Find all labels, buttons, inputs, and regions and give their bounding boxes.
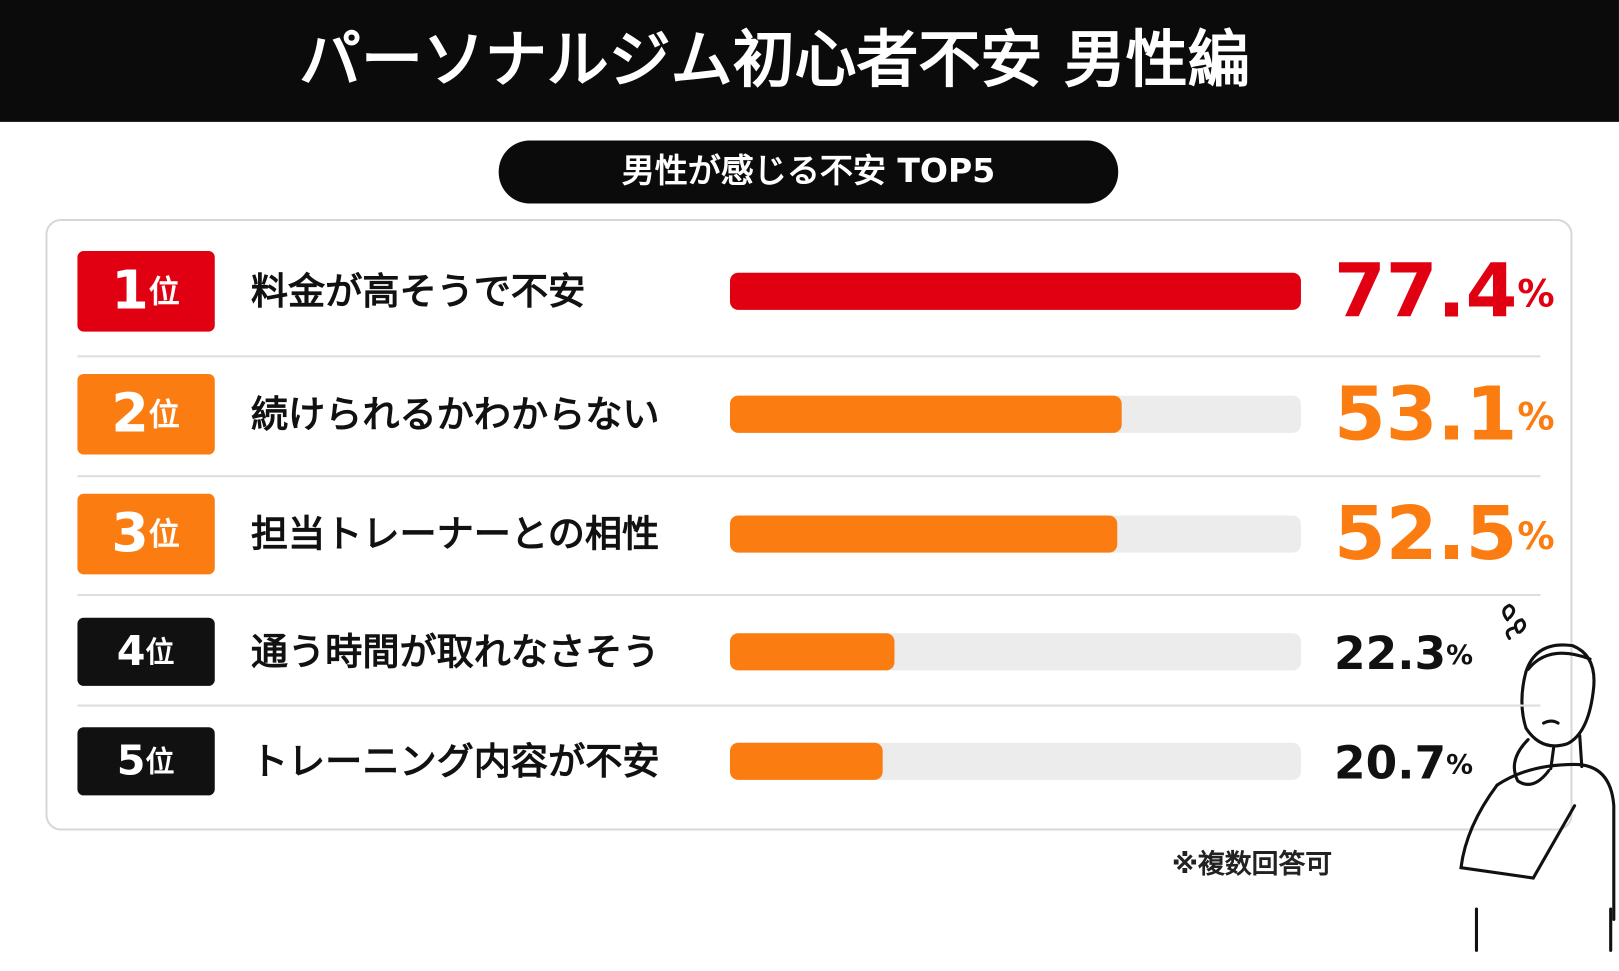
header-bar bbox=[0, 0, 1619, 122]
bar bbox=[729, 515, 1118, 553]
rank-label: 5位 bbox=[117, 736, 175, 784]
value-label: 20.7% bbox=[1334, 736, 1473, 789]
value-label: 22.3% bbox=[1334, 626, 1473, 679]
rank-badge bbox=[77, 373, 215, 455]
category-label: 料金が高そうで不安 bbox=[251, 269, 585, 313]
category-label: 続けられるかわからない bbox=[251, 392, 660, 436]
bar bbox=[729, 395, 1122, 433]
note: ※複数回答可 bbox=[1172, 848, 1332, 880]
rank-label: 4位 bbox=[117, 627, 175, 675]
title: パーソナルジム初心者不安 男性編 bbox=[299, 23, 1250, 96]
bar bbox=[729, 633, 895, 671]
bar bbox=[729, 272, 1301, 310]
rank-badge bbox=[77, 493, 215, 575]
subtitle: 男性が感じる不安 TOP5 bbox=[622, 151, 995, 190]
bar bbox=[729, 742, 883, 780]
rank-label: 3位 bbox=[111, 501, 179, 564]
subtitle-pill bbox=[498, 140, 1119, 204]
value-label: 53.1% bbox=[1334, 370, 1555, 457]
rank-label: 1位 bbox=[111, 258, 179, 321]
rank-badge bbox=[77, 617, 215, 686]
rank-badge bbox=[77, 251, 215, 332]
rank-label: 2位 bbox=[111, 381, 179, 444]
worried-man bbox=[1459, 603, 1616, 952]
rank-badge bbox=[77, 727, 215, 796]
category-label: 担当トレーナーとの相性 bbox=[251, 512, 659, 556]
value-label: 52.5% bbox=[1334, 490, 1555, 577]
value-label: 77.4% bbox=[1334, 247, 1555, 334]
category-label: 通う時間が取れなさそう bbox=[251, 629, 660, 673]
category-label: トレーニング内容が不安 bbox=[251, 739, 660, 783]
